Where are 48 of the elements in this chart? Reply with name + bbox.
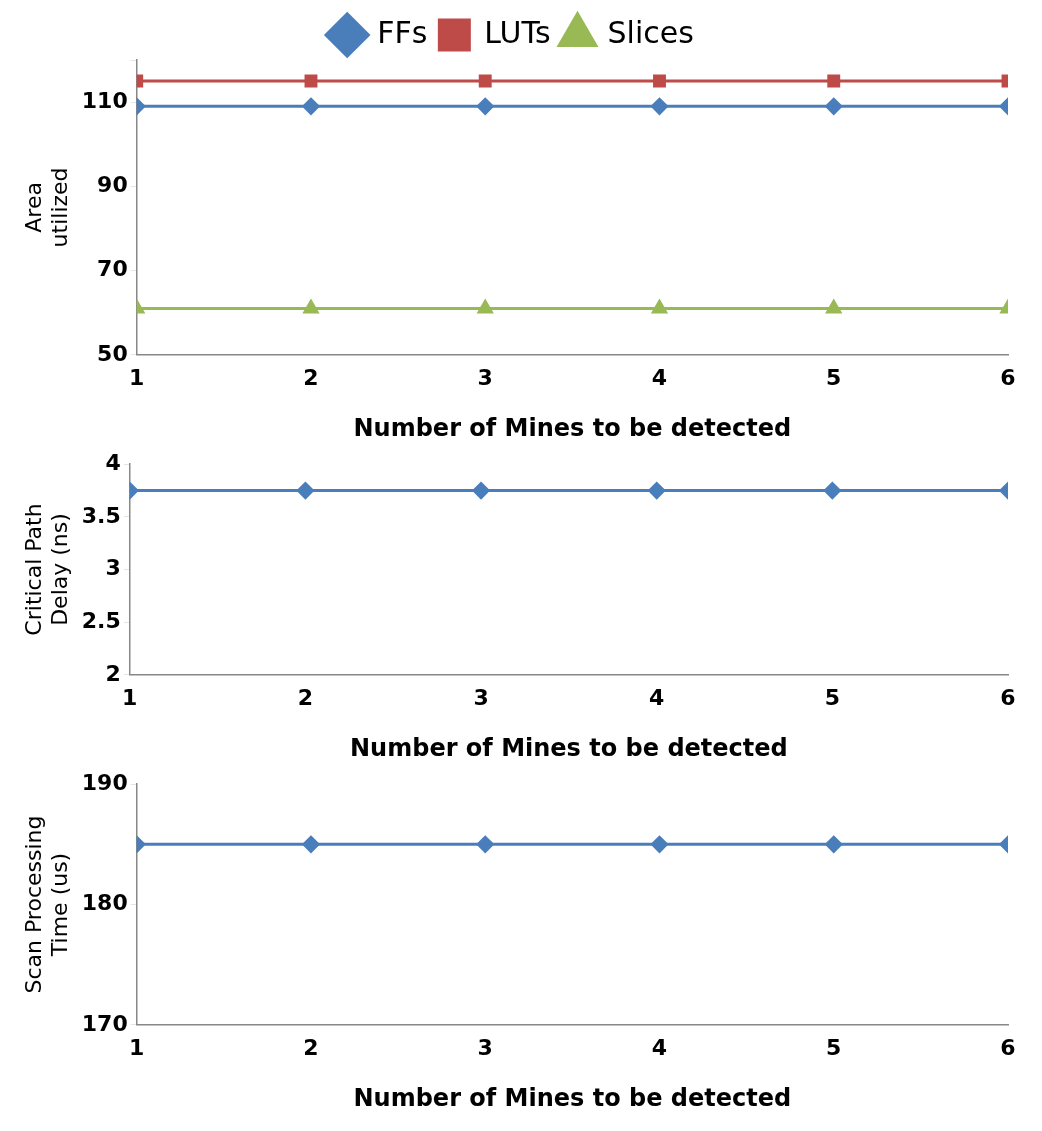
x-tick-label: 1 xyxy=(129,364,145,390)
x-axis-title: Number of Mines to be detected xyxy=(353,1083,792,1112)
x-tick-label: 6 xyxy=(1000,364,1016,390)
point xyxy=(653,74,666,88)
y-axis-title: Scan Processing Time (us) xyxy=(20,815,73,994)
x-tick-label: 4 xyxy=(649,684,665,710)
x-axis-title: Number of Mines to be detected xyxy=(350,733,788,762)
point xyxy=(651,299,668,314)
x-tick-label: 5 xyxy=(826,1034,842,1060)
y-tick-label: 4 xyxy=(105,449,121,475)
legend-label: LUTs xyxy=(484,14,551,50)
y-axis-title: Critical Path Delay (ns) xyxy=(20,503,73,636)
point xyxy=(477,299,493,314)
y-tick-label: 190 xyxy=(81,769,128,795)
x-tick-label: 2 xyxy=(303,1034,319,1060)
point xyxy=(478,74,492,88)
legend-label: Slices xyxy=(607,14,694,50)
point xyxy=(650,97,668,115)
x-tick-label: 3 xyxy=(477,1034,493,1060)
x-tick-label: 2 xyxy=(303,364,319,390)
y-tick-label: 3.5 xyxy=(81,502,121,528)
y-tick-label: 90 xyxy=(97,172,128,198)
y-tick-label: 170 xyxy=(81,1010,128,1036)
y-axis-title: Area utilized xyxy=(20,167,73,248)
point xyxy=(303,299,319,314)
x-tick-label: 2 xyxy=(297,684,314,710)
x-tick-label: 1 xyxy=(122,684,138,710)
x-tick-label: 5 xyxy=(824,684,841,710)
x-tick-label: 4 xyxy=(651,364,668,390)
point xyxy=(304,74,318,88)
y-tick-label: 180 xyxy=(81,890,128,916)
point xyxy=(476,97,494,115)
y-tick-label: 2.5 xyxy=(81,607,121,633)
y-tick-label: 2 xyxy=(105,660,121,686)
x-tick-label: 6 xyxy=(1000,684,1016,710)
y-tick-label: 50 xyxy=(97,340,128,366)
x-tick-label: 1 xyxy=(129,1034,145,1060)
x-tick-label: 4 xyxy=(651,1034,668,1060)
x-tick-label: 6 xyxy=(1000,1034,1016,1060)
x-axis-title: Number of Mines to be detected xyxy=(353,413,792,442)
y-tick-label: 110 xyxy=(81,87,128,113)
y-tick-label: 3 xyxy=(105,555,121,581)
legend-label: FFs xyxy=(377,14,428,50)
y-tick-label: 70 xyxy=(97,256,128,282)
point xyxy=(302,97,320,115)
x-tick-label: 5 xyxy=(826,364,842,390)
x-tick-label: 3 xyxy=(473,684,489,710)
x-tick-label: 3 xyxy=(477,364,493,390)
